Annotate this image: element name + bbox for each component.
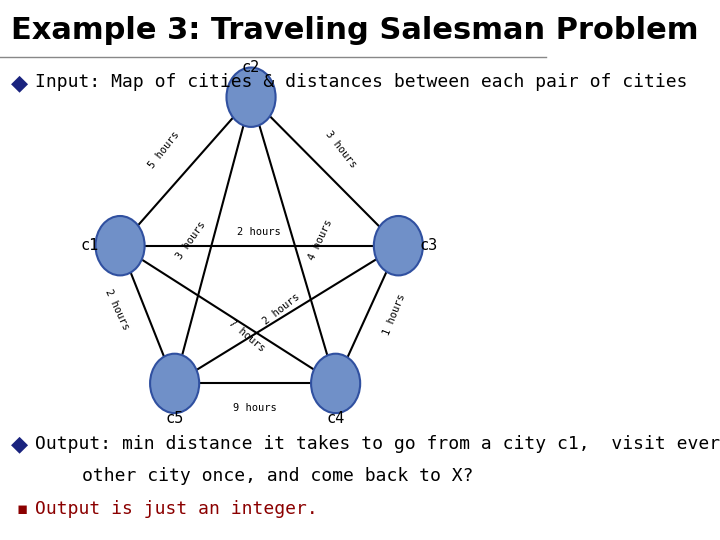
Text: ▪: ▪ <box>17 500 27 517</box>
Text: c1: c1 <box>81 238 99 253</box>
Text: Input: Map of cities & distances between each pair of cities: Input: Map of cities & distances between… <box>35 73 688 91</box>
Text: 7 hours: 7 hours <box>227 318 267 354</box>
Text: c4: c4 <box>326 411 345 426</box>
Text: ◆: ◆ <box>11 73 28 93</box>
Ellipse shape <box>150 354 199 413</box>
Text: Output: min distance it takes to go from a city c1,  visit every: Output: min distance it takes to go from… <box>35 435 720 453</box>
Text: other city once, and come back to X?: other city once, and come back to X? <box>82 467 473 485</box>
Text: Example 3: Traveling Salesman Problem: Example 3: Traveling Salesman Problem <box>11 16 698 45</box>
Text: 3 hours: 3 hours <box>324 130 359 170</box>
Text: 1 hours: 1 hours <box>382 292 407 337</box>
Ellipse shape <box>311 354 360 413</box>
Text: Output is just an integer.: Output is just an integer. <box>35 500 318 517</box>
Text: c3: c3 <box>419 238 438 253</box>
Text: 9 hours: 9 hours <box>233 403 277 413</box>
Text: 3 hours: 3 hours <box>174 220 207 261</box>
Text: 2 hours: 2 hours <box>261 292 302 327</box>
Text: 2 hours: 2 hours <box>104 287 131 331</box>
Ellipse shape <box>374 216 423 275</box>
Text: c2: c2 <box>242 60 260 75</box>
Ellipse shape <box>96 216 145 275</box>
Text: 4 hours: 4 hours <box>307 218 334 262</box>
Text: 5 hours: 5 hours <box>146 130 181 170</box>
Text: c5: c5 <box>166 411 184 426</box>
Text: ◆: ◆ <box>11 435 28 455</box>
Text: 2 hours: 2 hours <box>238 227 281 237</box>
Ellipse shape <box>227 68 276 127</box>
